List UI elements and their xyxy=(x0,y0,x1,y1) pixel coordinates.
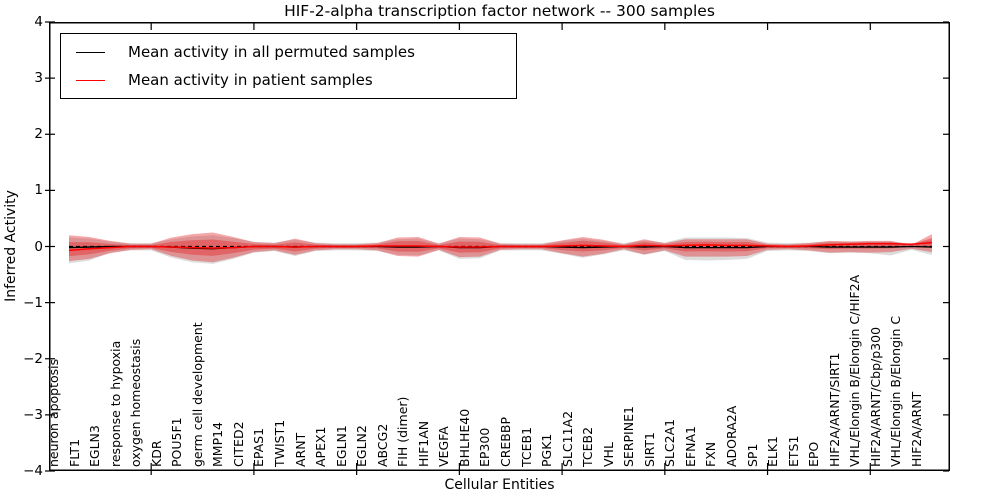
legend-label-patient: Mean activity in patient samples xyxy=(128,71,373,89)
y-tick-label: 3 xyxy=(34,70,43,87)
y-tick-label: 0 xyxy=(34,238,43,255)
patient-mean-line xyxy=(68,241,932,252)
x-entity-label: germ cell development xyxy=(189,322,205,467)
x-entity-label: EGLN3 xyxy=(87,425,103,467)
y-tick-label: −4 xyxy=(23,463,43,479)
plot-canvas xyxy=(45,21,950,475)
x-entity-label: EP300 xyxy=(477,427,493,467)
y-tick-label: 4 xyxy=(34,14,43,30)
x-entity-label: HIF2A/ARNT xyxy=(908,391,924,467)
plot-area xyxy=(45,21,950,475)
legend-line-patient-icon xyxy=(76,79,105,81)
x-entity-label: SP1 xyxy=(744,443,760,467)
legend-label-permuted: Mean activity in all permuted samples xyxy=(128,43,415,61)
x-entity-label: SLC2A1 xyxy=(662,418,678,467)
x-entity-label: SIRT1 xyxy=(641,432,657,467)
x-entity-label: FIH (dimer) xyxy=(395,396,411,467)
x-entity-label: POU5F1 xyxy=(169,417,185,467)
x-entity-label: KDR xyxy=(148,440,164,467)
x-entity-label: BHLHE40 xyxy=(456,408,472,467)
x-entity-label: ETS1 xyxy=(785,435,801,467)
x-entity-label: SERPINE1 xyxy=(621,406,637,467)
x-entity-label: EPAS1 xyxy=(251,427,267,467)
x-entity-label: VHL xyxy=(600,442,616,467)
x-entity-label: PGK1 xyxy=(539,433,555,467)
x-axis-label: Cellular Entities xyxy=(444,477,555,493)
x-entity-label: HIF2A/ARNT/Cbp/p300 xyxy=(867,326,883,467)
x-entity-label: TWIST1 xyxy=(272,419,287,467)
x-entity-label: oxygen homeostasis xyxy=(128,338,144,467)
x-entity-label: HIF2A/ARNT/SIRT1 xyxy=(826,352,842,467)
x-entity-label: ABCG2 xyxy=(374,423,390,467)
x-entity-label: FXN xyxy=(703,441,719,467)
legend-item-patient: Mean activity in patient samples xyxy=(61,71,516,89)
x-entity-label: APEX1 xyxy=(313,426,329,467)
x-entity-label: EGLN2 xyxy=(354,425,370,467)
y-tick-label: 1 xyxy=(34,182,43,199)
x-entity-label: response to hypoxia xyxy=(107,340,123,467)
x-entity-label: neuron apoptosis xyxy=(46,358,61,467)
x-entity-label: HIF1AN xyxy=(415,420,431,467)
x-entity-label: VEGFA xyxy=(436,426,452,467)
y-tick-label: −3 xyxy=(23,406,43,423)
x-entity-label: EPO xyxy=(806,441,822,467)
y-tick-label: −2 xyxy=(23,350,43,367)
x-entity-label: EFNA1 xyxy=(682,426,698,467)
x-entity-label: MMP14 xyxy=(210,421,226,467)
chart-title: HIF-2-alpha transcription factor network… xyxy=(284,2,715,20)
x-entity-label: CREBBP xyxy=(498,417,513,467)
x-entity-label: ELK1 xyxy=(765,435,781,467)
x-entity-label: EGLN1 xyxy=(333,425,349,467)
x-entity-label: ADORA2A xyxy=(724,405,740,467)
y-tick-label: −1 xyxy=(23,294,43,311)
legend: Mean activity in all permuted samples Me… xyxy=(60,33,517,99)
legend-line-permuted-icon xyxy=(76,51,105,53)
patient-band-area-outer xyxy=(69,232,932,263)
x-entity-label: TCEB1 xyxy=(518,426,534,467)
x-entity-label: SLC11A2 xyxy=(559,410,575,467)
x-entity-label: ARNT xyxy=(292,432,308,467)
legend-item-permuted: Mean activity in all permuted samples xyxy=(61,43,516,61)
x-entity-label: FLT1 xyxy=(66,438,82,467)
x-entity-label: VHL/Elongin B/Elongin C/HIF2A xyxy=(847,274,863,467)
x-entity-label: VHL/Elongin B/Elongin C xyxy=(888,315,904,467)
y-tick-label: 2 xyxy=(34,126,43,143)
x-entity-label: CITED2 xyxy=(230,421,246,467)
permuted-band-area xyxy=(69,235,932,264)
x-entity-label: TCEB2 xyxy=(580,426,596,467)
